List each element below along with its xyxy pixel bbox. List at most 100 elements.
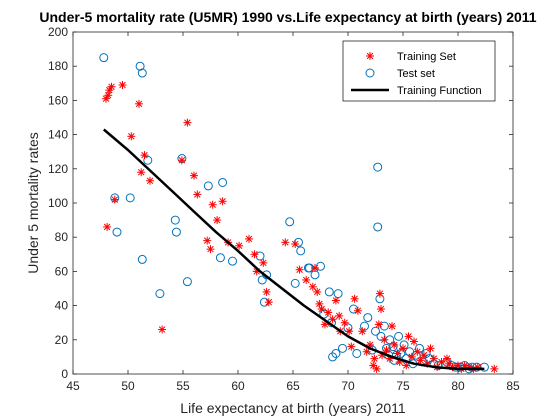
test-point	[360, 321, 369, 331]
training-point	[311, 263, 319, 272]
test-point	[373, 162, 383, 172]
y-tick-label: 80	[55, 230, 69, 244]
training-point	[262, 287, 271, 296]
training-point	[402, 361, 411, 370]
test-point	[137, 68, 147, 78]
legend-training-label: Training Set	[397, 51, 456, 63]
training-point	[308, 282, 317, 291]
training-point	[362, 347, 371, 356]
training-point	[259, 258, 268, 267]
y-tick-label: 0	[61, 367, 68, 381]
y-tick-label: 180	[48, 59, 68, 73]
training-point	[399, 344, 407, 353]
test-point	[352, 348, 362, 358]
training-point	[353, 306, 362, 315]
training-point	[177, 156, 186, 165]
training-point	[206, 245, 215, 254]
legend-circle-icon	[365, 68, 375, 78]
training-point	[328, 315, 337, 324]
y-axis-label: Under 5 mortality rates	[25, 132, 41, 274]
training-point	[413, 347, 422, 356]
training-point	[426, 344, 435, 353]
test-point	[415, 343, 424, 353]
training-point	[107, 82, 116, 91]
training-point	[380, 335, 389, 344]
y-tick-label: 160	[48, 93, 68, 107]
training-point	[372, 364, 381, 373]
axis-ticks: 45 50 55 60 65 70 75 80 85 0 20 40 60 80 100 120 140 160 1…	[48, 25, 520, 393]
chart-title: Under-5 mortality rate (U5MR) 1990 vs.Li…	[39, 9, 536, 25]
training-point	[183, 118, 192, 127]
training-point	[103, 222, 112, 231]
training-point	[137, 168, 146, 177]
y-tick-label: 60	[55, 264, 69, 278]
test-point	[388, 342, 398, 352]
legend-test-marker	[365, 68, 375, 78]
x-tick-label: 70	[341, 379, 355, 393]
test-point	[363, 313, 373, 323]
training-point	[404, 332, 413, 341]
training-point	[110, 195, 119, 204]
training-point	[419, 351, 428, 360]
training-point	[135, 99, 143, 108]
test-point	[324, 287, 334, 297]
x-tick-label: 45	[66, 379, 80, 393]
test-point	[433, 360, 443, 370]
test-point	[228, 256, 237, 266]
test-point	[338, 343, 347, 353]
training-point	[377, 305, 385, 314]
training-point	[324, 308, 333, 317]
test-point	[294, 237, 303, 247]
training-point	[345, 327, 354, 336]
training-point	[374, 320, 383, 329]
training-point	[218, 197, 227, 206]
x-axis-label: Life expectancy at birth (years) 2011	[180, 400, 406, 416]
training-point	[193, 190, 202, 199]
training-point	[416, 356, 425, 365]
training-point	[213, 216, 222, 225]
training-point	[281, 238, 290, 247]
x-tick-label: 65	[286, 379, 300, 393]
y-tick-label: 200	[48, 25, 68, 39]
test-point	[182, 277, 192, 287]
plot-frame	[72, 31, 514, 375]
training-point	[350, 294, 359, 303]
training-point	[208, 200, 217, 209]
training-point	[437, 358, 446, 367]
training-point	[190, 171, 198, 180]
training-point	[104, 91, 113, 100]
test-point	[170, 215, 180, 225]
training-point	[140, 151, 149, 160]
y-tick-label: 20	[55, 333, 69, 347]
training-point	[203, 236, 212, 245]
x-tick-label: 50	[121, 379, 135, 393]
training-point	[390, 340, 399, 349]
training-point	[393, 349, 402, 358]
y-tick-label: 120	[48, 162, 68, 176]
training-point	[127, 132, 136, 141]
training-point	[375, 289, 384, 298]
test-point	[137, 254, 147, 264]
x-tick-label: 75	[396, 379, 410, 393]
test-point	[257, 275, 267, 285]
legend-star-icon	[366, 52, 374, 60]
test-point	[215, 253, 225, 263]
test-point	[135, 61, 145, 71]
training-point	[429, 354, 438, 363]
x-tick-label: 85	[506, 379, 520, 393]
test-point	[112, 227, 122, 237]
legend-training-marker	[366, 52, 374, 60]
training-point	[331, 296, 340, 305]
test-point	[371, 326, 380, 336]
training-point	[490, 364, 499, 373]
test-point	[296, 246, 306, 256]
training-point	[358, 327, 367, 336]
training-point	[295, 265, 304, 274]
training-point	[410, 337, 418, 346]
x-tick-label: 60	[231, 379, 245, 393]
test-point	[125, 193, 135, 203]
training-point	[250, 250, 259, 259]
y-tick-label: 40	[55, 299, 69, 313]
test-point	[143, 155, 153, 165]
